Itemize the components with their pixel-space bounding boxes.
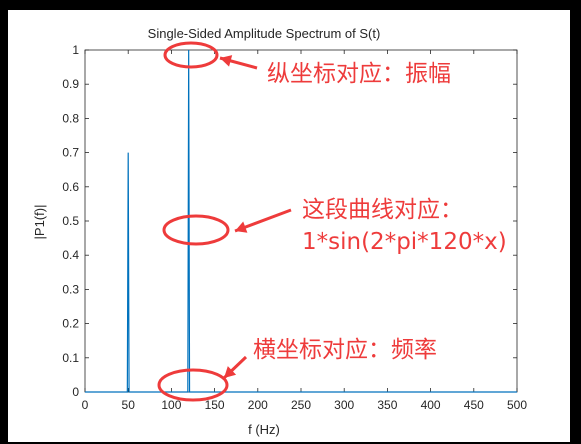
annotation-curve: 这段曲线对应：	[302, 197, 463, 223]
y-tick-label: 0	[72, 385, 79, 399]
arrow-head	[224, 366, 237, 378]
arrow-middle	[234, 208, 292, 233]
x-tick-label: 250	[291, 398, 311, 412]
y-tick-label: 0.8	[62, 111, 79, 125]
y-axis-label: |P1(f)|	[32, 205, 47, 240]
y-tick-label: 0.1	[62, 351, 79, 365]
y-tick-label: 0.4	[62, 248, 79, 262]
x-tick-label: 200	[248, 398, 268, 412]
annotation-formula: 1*sin(2*pi*120*x)	[302, 229, 507, 255]
x-tick-label: 350	[377, 398, 397, 412]
x-tick-label: 50	[122, 398, 136, 412]
spectrum-chart: Single-Sided Amplitude Spectrum of S(t) …	[32, 26, 527, 437]
x-axis-label: f (Hz)	[248, 422, 280, 437]
y-tick-label: 0.7	[62, 146, 79, 160]
y-tick-label: 0.9	[62, 77, 79, 91]
ellipse-bottom	[157, 368, 229, 402]
annotation-amplitude: 纵坐标对应：振幅	[267, 61, 451, 87]
y-tick-label: 0.3	[62, 282, 79, 296]
chart-title: Single-Sided Amplitude Spectrum of S(t)	[148, 26, 381, 41]
x-tick-label: 500	[507, 398, 527, 412]
annotation-frequency: 横坐标对应：频率	[253, 337, 437, 363]
arrow-top	[219, 55, 258, 70]
y-tick-label: 0.6	[62, 180, 79, 194]
x-tick-label: 400	[421, 398, 441, 412]
arrow-head	[220, 55, 233, 67]
spectrum-line	[85, 49, 517, 393]
y-tick-label: 0.5	[62, 214, 79, 228]
x-tick-label: 100	[161, 398, 181, 412]
y-tick-label: 0.2	[62, 317, 79, 331]
arrow-head	[235, 221, 248, 233]
figure: Single-Sided Amplitude Spectrum of S(t) …	[8, 10, 570, 442]
x-tick-label: 300	[334, 398, 354, 412]
y-tick-label: 1	[72, 43, 79, 57]
plot-area	[84, 49, 518, 393]
ellipse-top	[163, 41, 219, 69]
x-tick-label: 150	[205, 398, 225, 412]
ellipse-middle	[162, 214, 230, 246]
arrow-bottom	[222, 355, 248, 380]
x-tick-label: 0	[82, 398, 89, 412]
x-tick-label: 450	[464, 398, 484, 412]
